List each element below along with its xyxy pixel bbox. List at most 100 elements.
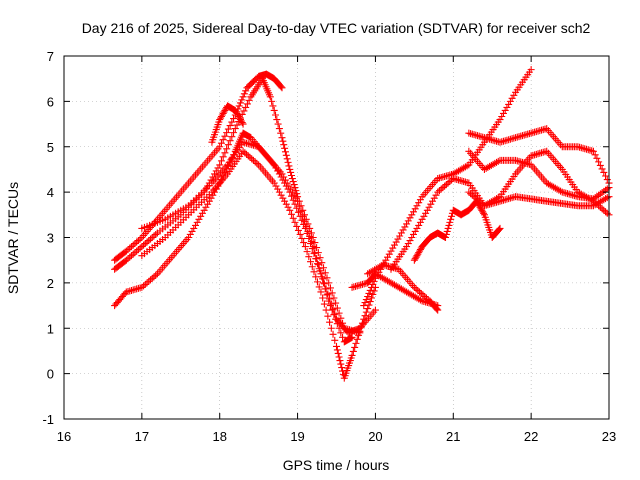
data-point	[416, 196, 424, 204]
data-point	[600, 168, 608, 176]
series-track-l	[465, 125, 613, 187]
data-point	[499, 109, 507, 117]
data-point	[277, 83, 285, 91]
data-point	[410, 256, 418, 264]
data-point	[307, 258, 315, 266]
data-point	[413, 202, 421, 210]
data-point	[274, 167, 282, 175]
data-point	[279, 194, 287, 202]
data-point	[415, 221, 423, 229]
data-point	[443, 227, 451, 235]
series-track-d	[138, 138, 379, 337]
data-point	[410, 283, 418, 291]
data-point	[416, 246, 424, 254]
data-point	[188, 227, 196, 235]
data-point	[315, 265, 323, 273]
data-point	[152, 271, 160, 279]
data-point	[217, 139, 225, 147]
data-point	[415, 249, 423, 257]
data-point	[603, 176, 611, 184]
data-point	[448, 212, 456, 220]
data-point	[442, 181, 450, 189]
x-tick-label: 23	[602, 429, 616, 444]
data-point	[503, 103, 511, 111]
data-point	[351, 343, 359, 351]
series-track-n	[465, 188, 613, 210]
data-point	[294, 208, 302, 216]
data-point	[557, 187, 565, 195]
data-point	[339, 333, 347, 341]
data-point	[430, 194, 438, 202]
data-point	[411, 255, 419, 263]
data-point	[239, 120, 247, 128]
y-axis-title: SDTVAR / TECUs	[5, 182, 21, 294]
data-point	[414, 250, 422, 258]
data-point	[308, 263, 316, 271]
series-track-i	[360, 66, 535, 310]
data-point	[277, 173, 285, 181]
data-point	[322, 306, 330, 314]
data-point	[136, 244, 144, 252]
data-point	[316, 254, 324, 262]
data-point	[148, 274, 156, 282]
data-point	[348, 333, 356, 341]
data-point	[365, 289, 373, 297]
data-point	[478, 206, 486, 214]
data-point	[313, 260, 321, 268]
data-point	[406, 237, 414, 245]
data-point	[283, 155, 291, 163]
data-point	[319, 294, 327, 302]
data-point	[415, 199, 423, 207]
data-point	[380, 259, 388, 267]
data-point	[136, 235, 144, 243]
data-point	[319, 275, 327, 283]
data-point	[320, 264, 328, 272]
data-point	[238, 119, 246, 127]
data-point	[403, 220, 411, 228]
data-point	[332, 299, 340, 307]
data-point	[335, 353, 343, 361]
data-point	[286, 206, 294, 214]
data-point	[239, 147, 247, 155]
data-point	[404, 240, 412, 248]
data-point	[356, 327, 364, 335]
data-point	[152, 230, 160, 238]
data-point	[278, 134, 286, 142]
data-point	[366, 298, 374, 306]
data-point	[233, 121, 241, 129]
data-point	[140, 282, 148, 290]
data-point	[231, 106, 239, 114]
data-point	[270, 106, 278, 114]
data-point	[593, 154, 601, 162]
data-point	[409, 230, 417, 238]
data-point	[377, 265, 385, 273]
data-point	[190, 224, 198, 232]
y-tick-label: 3	[47, 231, 54, 246]
data-point	[337, 360, 345, 368]
data-point	[251, 158, 259, 166]
data-point	[311, 249, 319, 257]
data-point	[281, 144, 289, 152]
data-point	[397, 229, 405, 237]
data-point	[129, 250, 137, 258]
data-point	[282, 182, 290, 190]
data-point	[202, 185, 210, 193]
data-point	[598, 205, 606, 213]
data-point	[129, 241, 137, 249]
data-point	[470, 193, 478, 201]
data-point	[310, 250, 318, 258]
data-point	[444, 224, 452, 232]
data-point	[463, 162, 471, 170]
data-point	[309, 234, 317, 241]
data-point	[434, 306, 442, 314]
data-point	[226, 122, 234, 130]
data-point	[445, 221, 453, 229]
series-track-f	[208, 102, 247, 146]
data-point	[446, 218, 454, 226]
data-point	[330, 294, 338, 302]
data-point	[219, 153, 227, 161]
data-point	[349, 347, 357, 355]
data-point	[477, 205, 485, 213]
data-point	[269, 102, 277, 110]
data-point	[185, 234, 193, 241]
